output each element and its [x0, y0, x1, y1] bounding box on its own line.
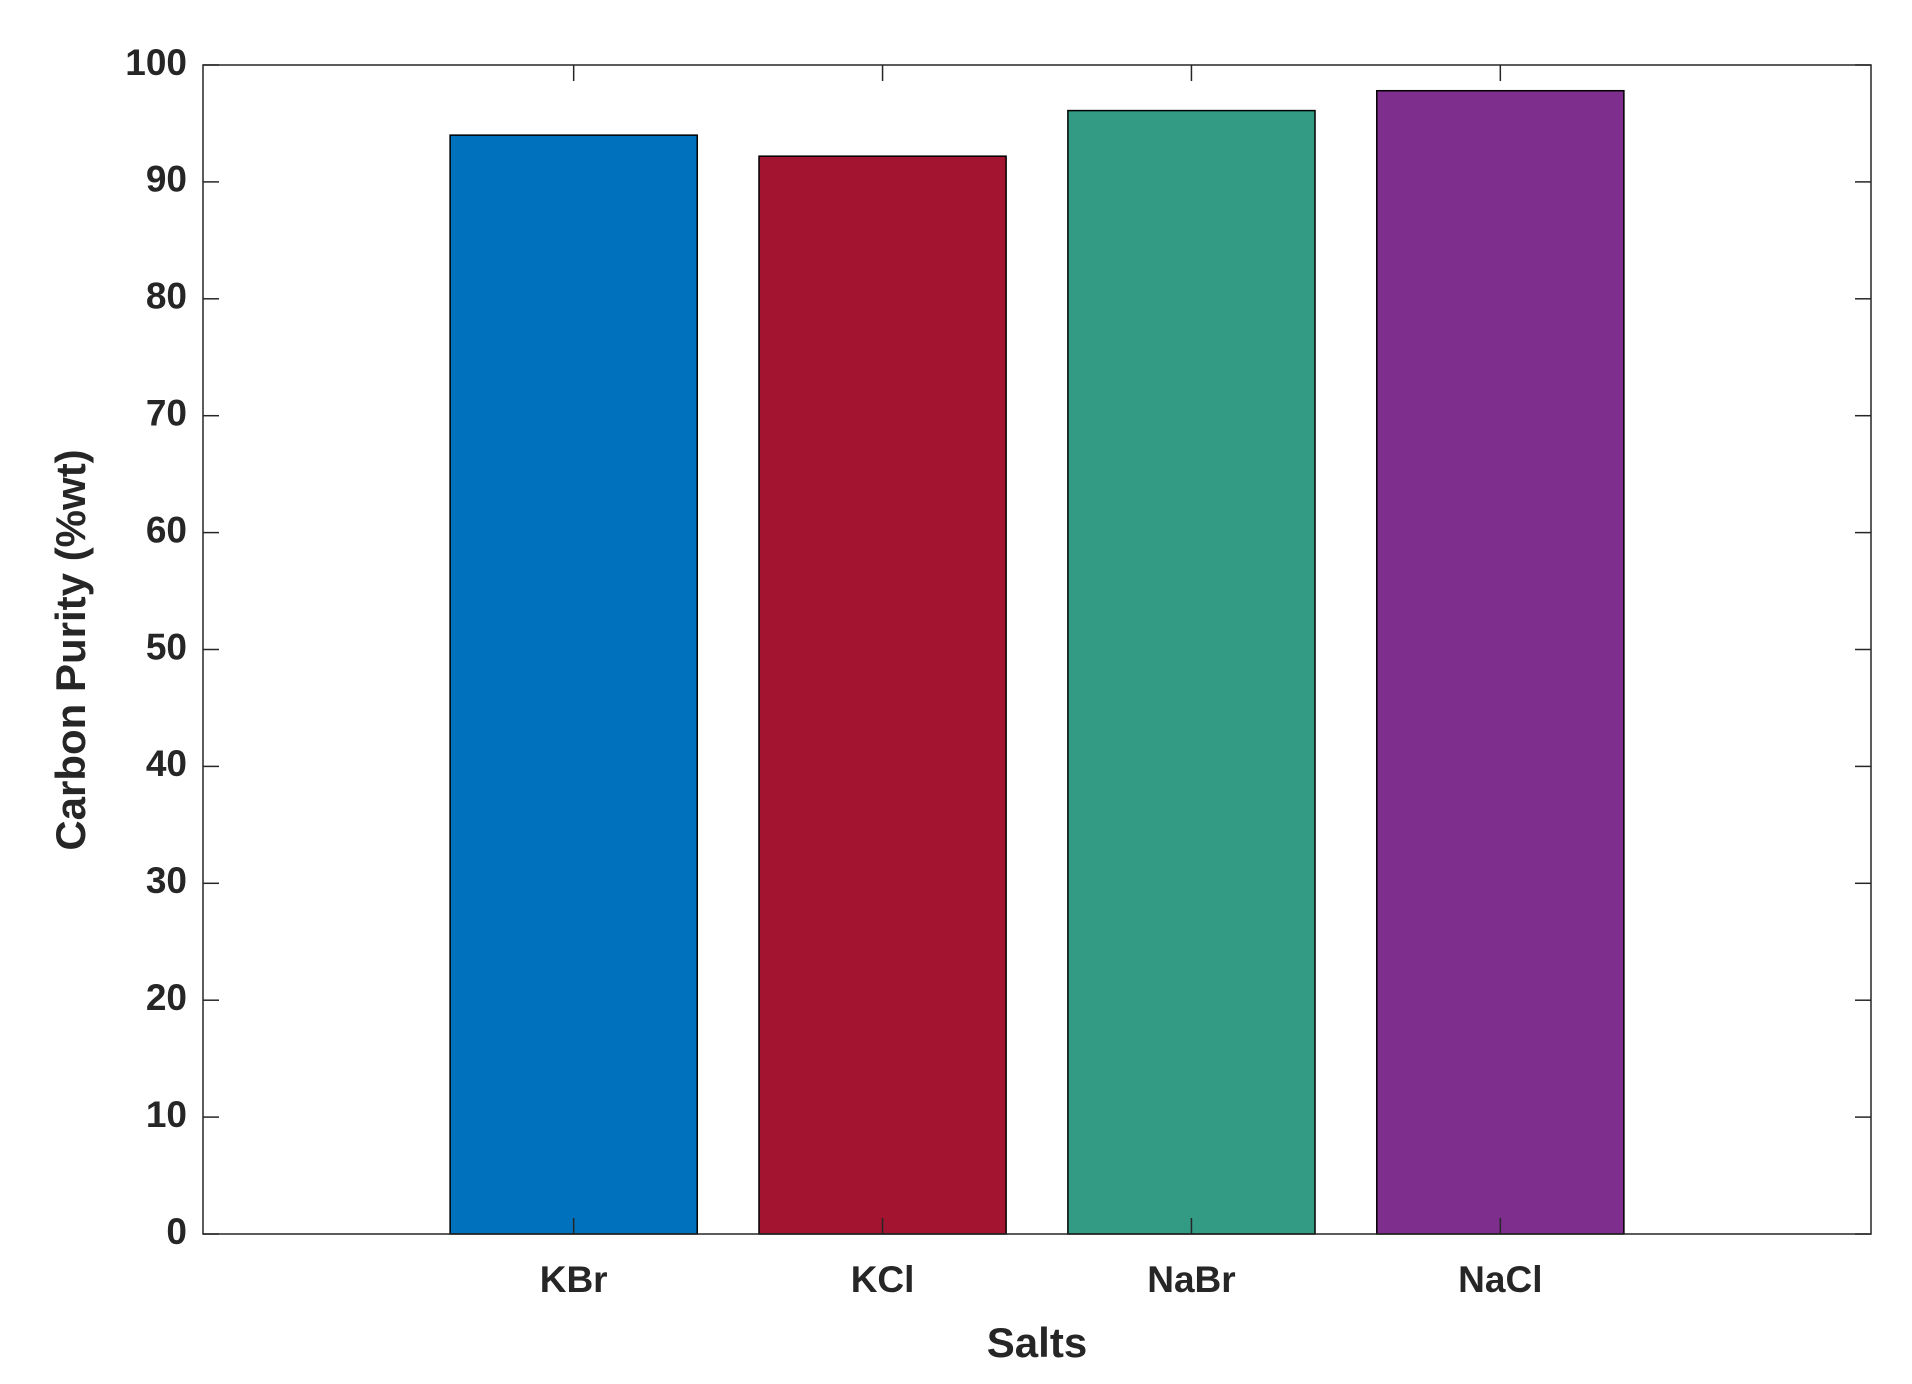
y-tick-label: 60 [146, 509, 187, 550]
y-tick-label: 50 [146, 626, 187, 667]
bar [449, 134, 698, 1235]
y-tick-label: 80 [146, 276, 187, 317]
y-tick-label: 30 [146, 860, 187, 901]
y-tick-label: 20 [146, 977, 187, 1018]
y-tick-label: 0 [166, 1211, 187, 1252]
x-tick-label: KCl [851, 1259, 915, 1300]
x-tick-label: KBr [540, 1259, 608, 1300]
bar [1067, 109, 1316, 1235]
y-tick-label: 70 [146, 392, 187, 433]
y-tick-label: 40 [146, 743, 187, 784]
y-tick-label: 90 [146, 159, 187, 200]
y-axis-label: Carbon Purity (%wt) [47, 449, 94, 850]
bar [1376, 89, 1625, 1235]
x-tick-label: NaCl [1458, 1259, 1542, 1300]
x-tick-label: NaBr [1147, 1259, 1235, 1300]
x-axis-label: Salts [987, 1319, 1087, 1366]
y-tick-label: 100 [125, 42, 187, 83]
bar [758, 155, 1007, 1235]
y-tick-label: 10 [146, 1094, 187, 1135]
